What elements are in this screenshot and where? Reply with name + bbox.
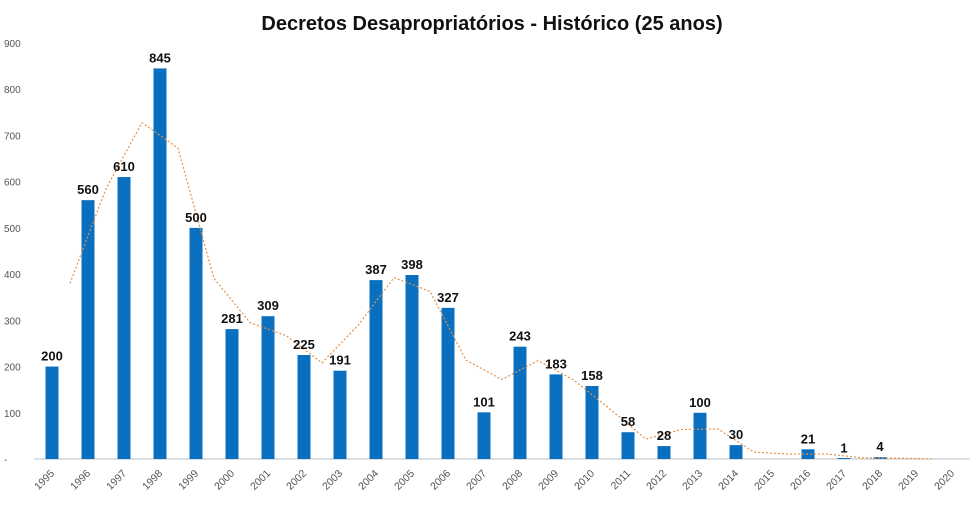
x-tick-label: 1998 <box>140 468 165 493</box>
bar <box>297 355 311 459</box>
data-label: 183 <box>545 356 567 371</box>
y-tick-label: 400 <box>4 270 21 281</box>
bar <box>729 445 743 459</box>
data-label: 28 <box>657 428 671 443</box>
data-label: 30 <box>729 427 743 442</box>
bar <box>621 432 635 459</box>
data-label: 191 <box>329 353 351 368</box>
y-tick-label: 200 <box>4 363 21 374</box>
x-tick-label: 2003 <box>320 468 345 493</box>
x-tick-label: 1997 <box>104 468 129 493</box>
data-label: 387 <box>365 262 387 277</box>
x-tick-label: 2007 <box>464 468 489 493</box>
y-tick-label: 900 <box>4 39 21 50</box>
y-tick-label: - <box>4 455 7 466</box>
data-label: 398 <box>401 257 423 272</box>
y-tick-label: 500 <box>4 224 21 235</box>
x-tick-label: 2013 <box>680 468 705 493</box>
y-tick-label: 300 <box>4 316 21 327</box>
bar-series <box>45 68 887 460</box>
x-tick-label: 2015 <box>752 468 777 493</box>
data-label: 1 <box>840 441 847 456</box>
bar <box>657 446 671 459</box>
y-tick-label: 800 <box>4 85 21 96</box>
data-label: 200 <box>41 349 63 364</box>
data-label: 845 <box>149 50 171 65</box>
bar <box>477 412 491 459</box>
x-tick-label: 2011 <box>609 468 634 493</box>
x-tick-label: 2000 <box>212 468 237 493</box>
x-tick-label: 2006 <box>428 468 453 493</box>
y-tick-label: 600 <box>4 178 21 189</box>
x-tick-label: 2019 <box>896 468 921 493</box>
data-label: 560 <box>77 182 99 197</box>
trendline <box>69 121 935 460</box>
data-label: 500 <box>185 210 207 225</box>
x-tick-label: 2017 <box>824 468 849 493</box>
bar <box>369 280 383 459</box>
bar <box>261 316 275 459</box>
data-label: 58 <box>621 414 635 429</box>
data-label: 327 <box>437 290 459 305</box>
data-label: 225 <box>293 337 315 352</box>
x-tick-label: 2014 <box>716 468 741 493</box>
data-label: 21 <box>801 431 815 446</box>
bar <box>333 370 347 459</box>
bar <box>81 200 95 459</box>
y-axis: - 100 200 300 400 500 600 700 800 900 <box>4 39 21 466</box>
bar <box>45 366 59 459</box>
data-label: 281 <box>221 311 243 326</box>
y-tick-label: 700 <box>4 131 21 142</box>
bar <box>513 346 527 459</box>
x-tick-label: 2004 <box>356 468 381 493</box>
x-tick-label: 1999 <box>176 468 201 493</box>
bar <box>693 412 707 459</box>
x-axis: 1995 1996 1997 1998 1999 2000 2001 2002 2003 2004… <box>32 458 970 493</box>
x-tick-label: 1995 <box>32 468 57 493</box>
bar <box>585 385 599 459</box>
x-tick-label: 1996 <box>68 468 93 493</box>
bar <box>873 457 887 459</box>
bar <box>405 275 419 459</box>
data-label: 4 <box>876 439 884 454</box>
bar <box>441 307 455 459</box>
data-label: 309 <box>257 298 279 313</box>
chart-title: Decretos Desapropriatórios - Histórico (… <box>261 13 722 35</box>
x-tick-label: 2008 <box>500 468 525 493</box>
x-tick-label: 2010 <box>572 468 597 493</box>
bar <box>153 68 167 459</box>
bar <box>225 329 239 459</box>
bar <box>189 227 203 459</box>
y-tick-label: 100 <box>4 409 21 420</box>
x-tick-label: 2018 <box>860 468 885 493</box>
data-label: 610 <box>113 159 135 174</box>
trendline-path <box>69 121 935 460</box>
x-tick-label: 2005 <box>392 468 417 493</box>
bar <box>837 458 851 459</box>
x-tick-label: 2001 <box>248 468 273 493</box>
data-label: 101 <box>473 394 495 409</box>
x-tick-label: 2009 <box>536 468 561 493</box>
data-label: 158 <box>581 368 603 383</box>
x-tick-label: 2016 <box>788 468 813 493</box>
data-label: 100 <box>689 395 711 410</box>
bar <box>549 374 563 459</box>
x-tick-label: 2012 <box>644 468 669 493</box>
x-tick-label: 2002 <box>284 468 309 493</box>
data-label: 243 <box>509 329 531 344</box>
bar <box>117 177 131 460</box>
x-tick-label: 2020 <box>932 468 957 493</box>
